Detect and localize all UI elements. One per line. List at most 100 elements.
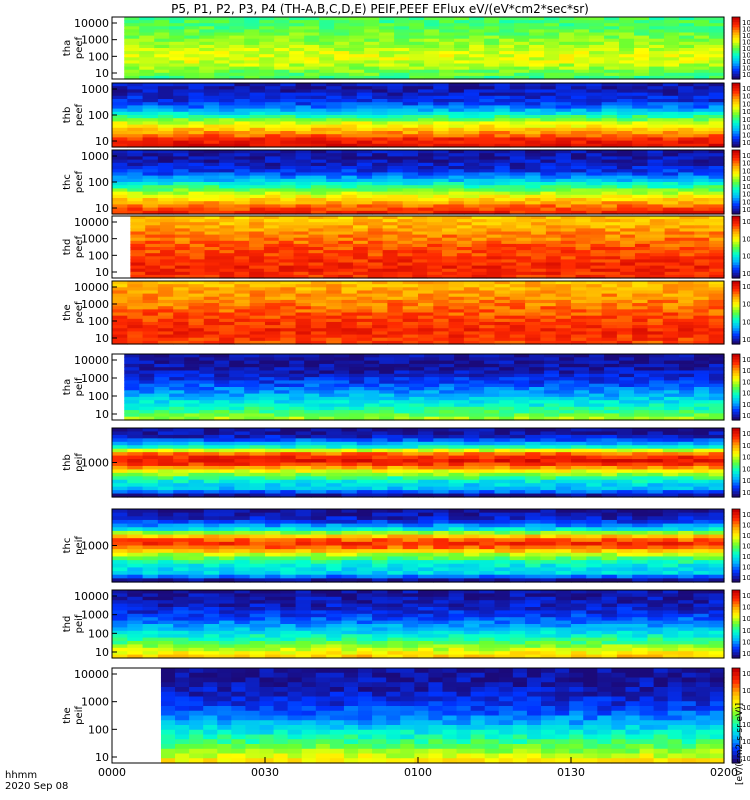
spectrogram-cell	[203, 198, 220, 202]
spectrogram-cell	[367, 243, 384, 248]
spectrogram-cell	[616, 331, 633, 336]
spectrogram-cell	[142, 102, 159, 106]
spectrogram-cell	[188, 312, 205, 317]
spectrogram-cell	[471, 231, 488, 236]
spectrogram-cell	[616, 140, 633, 145]
spectrogram-cell	[319, 360, 335, 365]
spectrogram-cell	[664, 26, 680, 30]
spectrogram-cell	[586, 281, 603, 285]
spectrogram-cell	[323, 222, 339, 226]
spectrogram-cell	[693, 318, 710, 323]
spectrogram-cell	[679, 38, 695, 43]
spectrogram-cell	[139, 416, 155, 421]
spectrogram-cell	[142, 169, 159, 173]
spectrogram-cell	[616, 86, 633, 90]
spectrogram-cell	[334, 66, 350, 71]
spectrogram-cell	[433, 121, 450, 126]
spectrogram-cell	[678, 296, 694, 301]
spectrogram-cell	[586, 287, 603, 292]
spectrogram-cell	[418, 315, 434, 320]
spectrogram-cell	[295, 105, 312, 110]
spectrogram-cell	[463, 108, 480, 113]
spectrogram-cell	[693, 150, 710, 154]
spectrogram-cell	[544, 48, 560, 52]
spectrogram-cell	[571, 296, 587, 301]
spectrogram-cell	[708, 108, 725, 113]
spectrogram-cell	[349, 26, 365, 30]
spectrogram-cell	[341, 284, 358, 288]
spectrogram-cell	[501, 271, 517, 276]
spectrogram-cell	[402, 131, 419, 135]
spectrogram-cell	[709, 256, 725, 260]
spectrogram-cell	[295, 131, 312, 135]
spectrogram-cell	[157, 325, 174, 329]
spectrogram-cell	[574, 51, 590, 55]
spectrogram-cell	[169, 377, 185, 381]
spectrogram-cell	[244, 383, 260, 388]
spectrogram-cell	[574, 380, 590, 385]
spectrogram-cell	[589, 377, 605, 381]
spectrogram-cell	[632, 337, 649, 342]
spectrogram-cell	[387, 210, 404, 215]
spectrogram-cell	[379, 66, 395, 71]
spectrogram-cell	[409, 416, 425, 421]
spectrogram-cell	[265, 188, 281, 193]
spectrogram-cell	[280, 143, 297, 148]
spectrogram-cell	[310, 337, 327, 342]
spectrogram-cell	[442, 237, 458, 242]
colorbar-tick-label: 104	[742, 182, 750, 191]
spectrogram-cell	[540, 95, 557, 100]
spectrogram-cell	[280, 115, 297, 119]
spectrogram-cell	[199, 383, 215, 388]
spectrogram-cell	[280, 303, 297, 307]
spectrogram-cell	[204, 250, 220, 254]
spectrogram-cell	[214, 35, 230, 40]
spectrogram-cell	[229, 413, 245, 418]
spectrogram-cell	[555, 198, 572, 202]
spectrogram-cell	[662, 137, 679, 142]
spectrogram-cell	[203, 131, 220, 135]
spectrogram-cell	[545, 237, 562, 242]
spectrogram-cell	[219, 143, 235, 148]
spectrogram-cell	[334, 403, 350, 408]
spectrogram-cell	[454, 357, 470, 362]
spectrogram-cell	[127, 92, 144, 97]
spectrogram-cell	[486, 256, 502, 260]
spectrogram-cell	[586, 156, 603, 161]
spectrogram-cell	[555, 296, 572, 301]
spectrogram-cell	[679, 234, 695, 239]
spectrogram-cell	[280, 172, 297, 177]
spectrogram-cell	[433, 102, 450, 106]
spectrogram-cell	[469, 354, 485, 358]
spectrogram-cell	[709, 219, 725, 223]
spectrogram-cell	[310, 334, 327, 339]
spectrogram-cell	[601, 134, 618, 138]
spectrogram-cell	[259, 410, 275, 414]
spectrogram-cell	[471, 243, 488, 248]
spectrogram-cell	[199, 32, 215, 37]
spectrogram-cell	[509, 92, 526, 97]
spectrogram-cell	[304, 75, 320, 80]
spectrogram-cell	[664, 400, 680, 405]
spectrogram-cell	[544, 17, 560, 21]
spectrogram-cell	[367, 259, 384, 264]
spectrogram-cell	[127, 83, 144, 87]
spectrogram-cell	[265, 153, 281, 157]
spectrogram-cell	[649, 32, 665, 37]
spectrogram-cell	[364, 416, 380, 421]
spectrogram-cell	[310, 296, 327, 301]
spectrogram-cell	[289, 41, 305, 46]
spectrogram-cell	[323, 237, 339, 242]
spectrogram-cell	[678, 162, 694, 167]
spectrogram-cell	[289, 44, 305, 49]
spectrogram-cell	[632, 92, 649, 97]
spectrogram-cell	[601, 102, 618, 106]
spectrogram-cell	[319, 57, 335, 61]
spectrogram-cell	[189, 274, 206, 279]
spectrogram-cell	[289, 383, 305, 388]
spectrogram-cell	[525, 315, 541, 320]
spectrogram-cell	[479, 207, 496, 212]
spectrogram-cell	[494, 328, 511, 332]
spectrogram-cell	[199, 363, 215, 368]
spectrogram-cell	[173, 108, 190, 113]
